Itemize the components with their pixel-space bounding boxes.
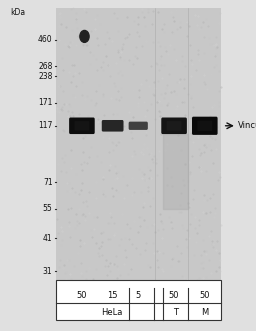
FancyBboxPatch shape [167,121,182,130]
FancyBboxPatch shape [129,121,148,130]
Text: 50: 50 [169,291,179,300]
Text: 50: 50 [77,291,87,300]
FancyBboxPatch shape [56,280,221,320]
Text: 50: 50 [199,291,210,300]
FancyBboxPatch shape [192,117,218,135]
FancyBboxPatch shape [74,121,89,130]
Text: 460: 460 [38,35,52,44]
Text: 171: 171 [38,98,52,107]
Text: 55: 55 [43,204,52,213]
Text: 31: 31 [43,267,52,276]
Text: 15: 15 [107,291,118,300]
Text: 117: 117 [38,121,52,130]
Text: Vinculin: Vinculin [238,121,256,130]
Text: 238: 238 [38,71,52,81]
Text: T: T [173,308,178,317]
FancyBboxPatch shape [69,118,95,134]
FancyBboxPatch shape [197,120,212,131]
FancyBboxPatch shape [161,118,187,134]
Text: 268: 268 [38,62,52,71]
Circle shape [80,30,89,42]
Text: 5: 5 [136,291,141,300]
Text: 71: 71 [43,177,52,187]
FancyBboxPatch shape [56,8,221,290]
Text: M: M [201,308,208,317]
FancyBboxPatch shape [102,120,124,131]
Text: 41: 41 [43,234,52,243]
Text: HeLa: HeLa [101,308,122,317]
Text: kDa: kDa [10,8,25,17]
